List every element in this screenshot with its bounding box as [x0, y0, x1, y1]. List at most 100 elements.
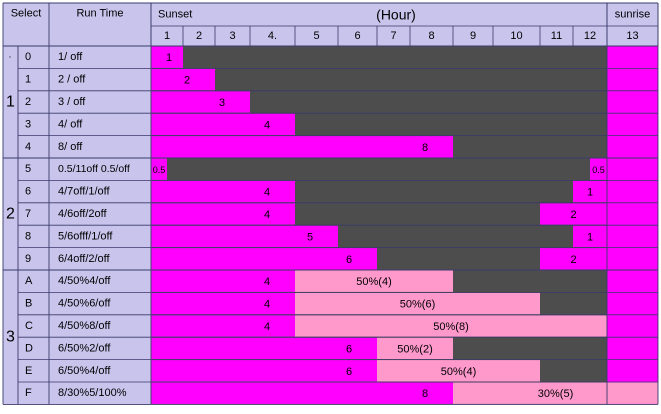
sunrise-cell — [607, 158, 658, 181]
sunrise-cell — [607, 135, 658, 158]
on-segment — [151, 113, 295, 136]
on-segment — [151, 91, 250, 113]
dim-segment — [295, 270, 453, 292]
run-time-text: 4/50%8/off — [58, 320, 111, 332]
hour-label: 9 — [470, 30, 476, 42]
run-time-text: 2 / off — [58, 74, 86, 86]
on-duration-label: 0.5 — [592, 165, 605, 175]
off-bar — [151, 90, 607, 114]
on-segment — [151, 270, 295, 292]
on-segment — [540, 203, 607, 225]
select-code: 1 — [25, 74, 31, 86]
run-time-text: 6/50%2/off — [58, 342, 111, 354]
dim-duration-label: 50%(4) — [356, 276, 391, 288]
select-code: 2 — [25, 96, 31, 108]
dim-segment — [295, 315, 607, 337]
run-time-text: 1/ off — [58, 51, 83, 63]
hour-label: 12 — [584, 30, 596, 42]
select-code: E — [25, 365, 32, 377]
group-label: 1 — [6, 94, 15, 111]
sunrise-cell — [607, 90, 658, 114]
hour-label: 8 — [428, 30, 434, 42]
on-duration-label: 4 — [264, 187, 270, 199]
hour-label: 4. — [268, 30, 277, 42]
on-segment — [573, 180, 607, 203]
run-time-text: 3 / off — [58, 96, 86, 108]
run-time-text: 0.5/11off 0.5/off — [58, 163, 130, 175]
on-segment — [151, 136, 453, 158]
select-code: 6 — [25, 186, 31, 198]
dim-duration-label: 50%(2) — [397, 343, 432, 355]
run-time-text: 4/ off — [58, 118, 83, 130]
run-time-text: 5/6offf/1/off — [58, 230, 113, 242]
hour-label: 6 — [354, 30, 360, 42]
select-code: B — [25, 298, 32, 310]
select-code: 3 — [25, 118, 31, 130]
select-code: D — [25, 342, 33, 354]
on-duration-label: 4 — [264, 276, 270, 288]
run-time-text: 4/6off/2off — [58, 208, 107, 220]
hour-label: 13 — [626, 30, 638, 42]
select-code: A — [25, 275, 33, 287]
hour-label: 11 — [551, 30, 562, 42]
stray-mark: · — [8, 52, 11, 63]
sunrise-cell — [607, 225, 658, 248]
run-time-text: 6/50%4/off — [58, 365, 111, 377]
run-time-header: Run Time — [76, 8, 123, 20]
sunrise-cell — [607, 359, 658, 382]
sunrise-cell — [607, 247, 658, 270]
on-duration-label: 8 — [422, 142, 428, 154]
select-code: 5 — [25, 163, 31, 175]
on-segment — [151, 315, 295, 337]
on-segment — [151, 68, 215, 91]
select-code: 9 — [25, 253, 31, 265]
run-time-text: 8/ off — [58, 141, 83, 153]
on-segment — [590, 158, 607, 180]
group-label: 3 — [6, 329, 15, 346]
on-segment — [151, 225, 338, 248]
on-duration-label: 1 — [166, 52, 172, 64]
select-code: 0 — [25, 51, 31, 63]
select-code: 4 — [25, 141, 31, 153]
on-duration-label: 4 — [264, 209, 270, 221]
sunrise-cell — [607, 337, 658, 360]
dim-duration-label: 50%(6) — [400, 299, 435, 311]
hour-label: 5 — [313, 30, 319, 42]
on-segment — [540, 248, 607, 270]
sunrise-cell — [607, 314, 658, 338]
sunrise-cell — [607, 68, 658, 91]
on-duration-label: 2 — [184, 75, 190, 87]
on-duration-label: 6 — [346, 343, 352, 355]
on-duration-label: 8 — [422, 388, 428, 400]
dim-duration-label: 30%(5) — [538, 388, 573, 400]
on-duration-label: 2 — [570, 209, 576, 221]
on-duration-label: 2 — [570, 254, 576, 266]
sunrise-cell — [607, 292, 658, 315]
on-segment — [151, 180, 295, 203]
run-time-text: 4/50%4/off — [58, 275, 111, 287]
on-segment — [151, 337, 377, 360]
hour-label: 1 — [164, 30, 170, 42]
select-code: C — [25, 320, 33, 332]
on-duration-label: 5 — [307, 231, 313, 243]
hour-label: 7 — [390, 30, 396, 42]
sunrise-cell — [607, 202, 658, 226]
on-duration-label: 4 — [264, 321, 270, 333]
on-duration-label: 0.5 — [153, 165, 166, 175]
sunrise-cell — [607, 46, 658, 69]
select-header: Select — [11, 8, 42, 20]
on-segment — [573, 225, 607, 248]
select-code: 8 — [25, 230, 31, 242]
hour-label: 3 — [229, 30, 235, 42]
dim-duration-label: 50%(8) — [433, 321, 468, 333]
on-duration-label: 6 — [346, 366, 352, 378]
hour-label: 10 — [510, 30, 522, 42]
dim-segment — [377, 337, 453, 360]
sunrise-cell — [607, 270, 658, 293]
off-bar — [151, 68, 607, 91]
run-time-text: 4/50%6/off — [58, 298, 111, 310]
off-bar — [151, 158, 607, 181]
hour-header: (Hour) — [376, 7, 416, 23]
sunrise-cell — [607, 113, 658, 136]
sunrise-cell — [607, 180, 658, 203]
